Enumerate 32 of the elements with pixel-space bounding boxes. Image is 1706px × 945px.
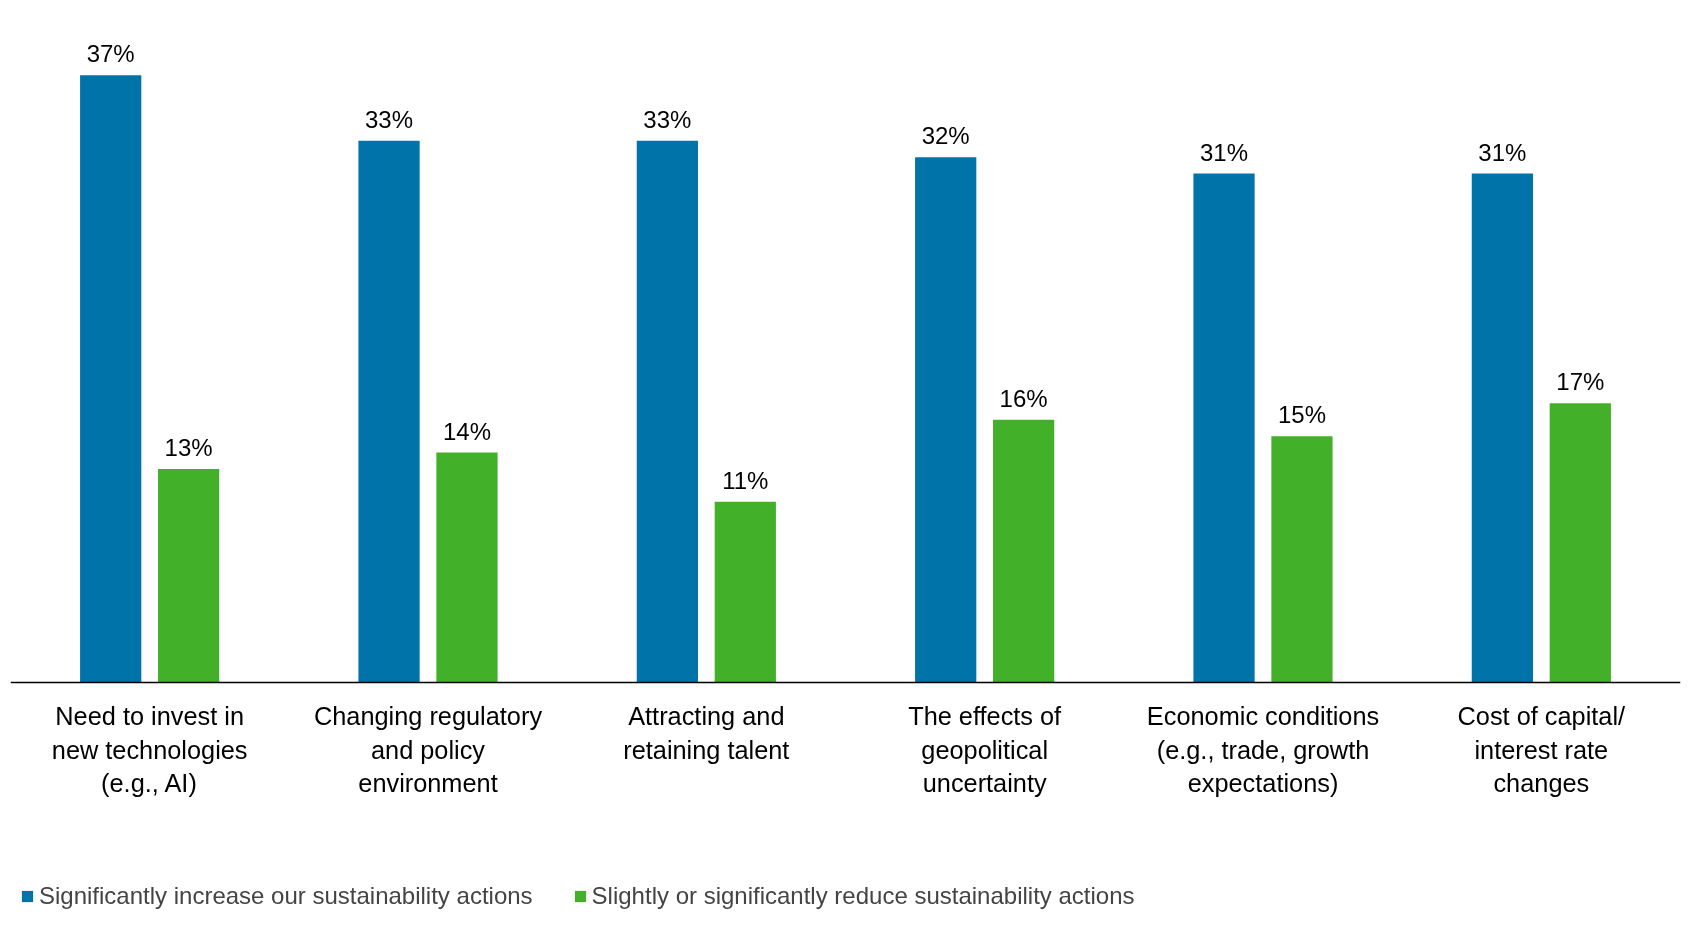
- bar: [1549, 403, 1611, 683]
- bar: [1471, 173, 1533, 683]
- bar: [158, 468, 220, 683]
- data-label: 37%: [86, 40, 135, 68]
- data-label: 33%: [643, 105, 692, 133]
- bar: [436, 452, 498, 683]
- legend-label: Significantly increase our sustainability actions: [39, 882, 533, 910]
- data-label: 31%: [1200, 138, 1249, 166]
- legend-label: Slightly or significantly reduce sustainability actions: [591, 882, 1135, 910]
- bar: [993, 419, 1055, 683]
- bar: [1193, 173, 1255, 683]
- data-label: 33%: [365, 105, 414, 133]
- x-tick-label: Need to invest in new technologies (e.g., AI): [51, 702, 248, 798]
- x-tick-label: Cost of capital/ interest rate changes: [1457, 702, 1627, 798]
- bar: [1271, 436, 1333, 683]
- bar: [358, 140, 420, 683]
- x-tick-label: The effects of geopolitical uncertainty: [908, 702, 1063, 798]
- x-tick-label: Attracting and retaining talent: [623, 702, 790, 764]
- x-tick-label: Changing regulatory and policy environment: [313, 702, 543, 798]
- data-label: 17%: [1556, 368, 1605, 396]
- bar: [915, 157, 977, 683]
- data-label: 31%: [1478, 138, 1527, 166]
- data-label: 15%: [1277, 401, 1326, 429]
- data-label: 16%: [999, 384, 1048, 412]
- data-label: 11%: [722, 466, 769, 494]
- bar: [636, 140, 698, 683]
- data-label: 14%: [442, 417, 491, 445]
- data-label: 13%: [164, 433, 213, 461]
- x-tick-label: Economic conditions (e.g., trade, growth expectations): [1146, 702, 1380, 798]
- bar: [80, 75, 142, 683]
- data-label: 32%: [921, 122, 970, 150]
- bar: [714, 501, 776, 683]
